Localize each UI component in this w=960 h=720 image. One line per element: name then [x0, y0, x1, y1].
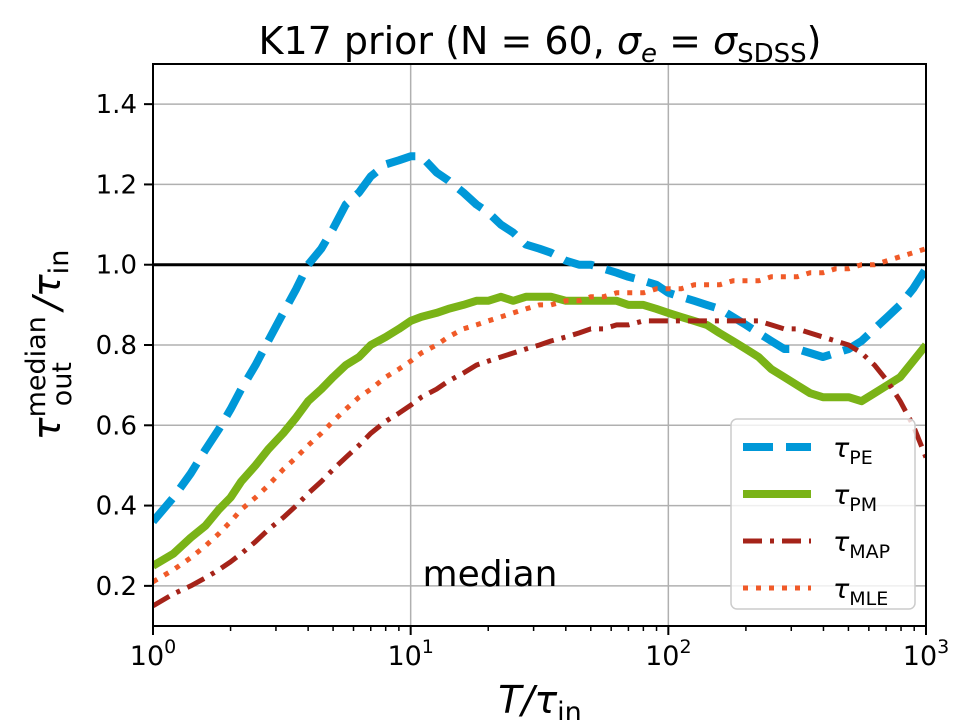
y-tick-label-5: 1.2: [96, 170, 137, 200]
legend: τPE τPM τMAP τMLE: [730, 418, 916, 610]
legend-label-pm: τPM: [833, 480, 877, 516]
x-tick-label-0: 100: [130, 636, 176, 672]
x-tick-label-1: 101: [387, 636, 433, 672]
series-lines: [153, 152, 926, 609]
y-tick-label-2: 0.6: [96, 411, 137, 441]
y-tick-label-1: 0.4: [96, 492, 137, 522]
y-tick-label-0: 0.2: [96, 572, 137, 602]
y-tick-label-6: 1.4: [96, 90, 137, 120]
y-axis-label: τmedianout/τin: [21, 250, 78, 441]
legend-label-map: τMAP: [833, 527, 890, 563]
x-axis-label: T/τin: [498, 678, 582, 720]
legend-label-mle: τMLE: [833, 574, 888, 610]
series-line-pe: [153, 152, 926, 525]
x-tick-label-2: 102: [645, 636, 691, 672]
series-line-map: [153, 318, 926, 609]
chart-title: K17 prior (N = 60, σe = σSDSS): [259, 19, 822, 69]
y-tick-label-4: 1.0: [96, 251, 137, 281]
x-tick-label-3: 103: [903, 636, 949, 672]
annotation-median: median: [423, 554, 558, 595]
series-line-pm: [153, 292, 926, 570]
y-axis-ticks: 0.2 0.4 0.6 0.8 1.0 1.2 1.4: [96, 90, 153, 602]
y-tick-label-3: 0.8: [96, 331, 137, 361]
legend-label-pe: τPE: [833, 433, 873, 469]
legend-box: [730, 418, 916, 610]
x-axis-ticks: 100 101 102 103: [130, 626, 949, 672]
